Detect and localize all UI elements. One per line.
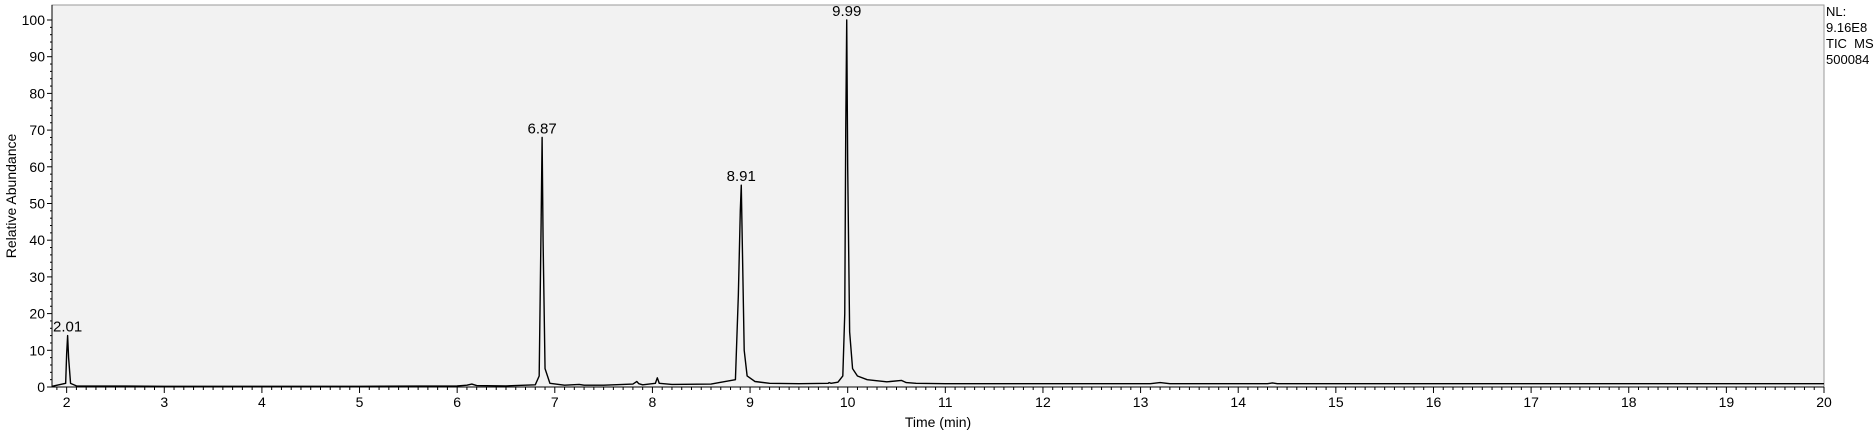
x-tick-label: 7 <box>551 394 559 410</box>
y-tick-label: 60 <box>29 159 45 175</box>
y-tick-label: 0 <box>37 379 45 395</box>
peak-label: 6.87 <box>528 120 557 137</box>
x-tick-label: 20 <box>1816 394 1832 410</box>
x-tick-label: 13 <box>1133 394 1149 410</box>
peak-label: 2.01 <box>53 319 82 336</box>
x-axis: 2 3 4 5 6 7 8 9 10 11 12 13 14 15 16 17 18 19 20 <box>52 386 1832 410</box>
series-line <box>51 19 1824 387</box>
info-line-file: 500084 <box>1826 52 1869 67</box>
x-tick-label: 11 <box>938 394 953 410</box>
x-tick-label: 3 <box>160 394 168 410</box>
y-tick-label: 100 <box>22 12 46 28</box>
info-line-scan: TIC MS <box>1826 36 1874 51</box>
y-tick-label: 90 <box>29 49 45 65</box>
y-tick-label: 30 <box>29 269 45 285</box>
peak-label: 9.99 <box>832 3 861 20</box>
x-tick-label: 12 <box>1035 394 1051 410</box>
x-tick-label: 10 <box>840 394 856 410</box>
peak-label: 8.91 <box>727 168 756 185</box>
y-tick-label: 40 <box>29 232 45 248</box>
y-axis: 0 10 20 30 40 50 60 70 80 90 100 <box>22 5 53 395</box>
y-axis-title: Relative Abundance <box>3 134 19 259</box>
plot-background <box>51 4 1825 388</box>
info-block: NL: 9.16E8 TIC MS 500084 <box>1826 4 1874 67</box>
x-tick-label: 8 <box>649 394 657 410</box>
x-tick-label: 9 <box>746 394 754 410</box>
x-tick-label: 4 <box>258 394 266 410</box>
y-tick-label: 10 <box>29 342 45 358</box>
x-tick-label: 14 <box>1230 394 1246 410</box>
x-tick-label: 2 <box>63 394 71 410</box>
x-tick-label: 17 <box>1523 394 1539 410</box>
info-line-value: 9.16E8 <box>1826 20 1867 35</box>
y-tick-label: 70 <box>29 122 45 138</box>
x-tick-label: 16 <box>1426 394 1442 410</box>
x-axis-title: Time (min) <box>905 414 971 430</box>
y-tick-label: 50 <box>29 196 45 212</box>
x-tick-label: 18 <box>1621 394 1637 410</box>
info-line-nl: NL: <box>1826 4 1846 19</box>
x-tick-label: 5 <box>356 394 364 410</box>
x-tick-label: 19 <box>1719 394 1735 410</box>
peak-labels: 2.01 6.87 8.91 9.99 <box>53 3 861 336</box>
y-tick-label: 80 <box>29 85 45 101</box>
y-tick-label: 20 <box>29 306 45 322</box>
x-tick-label: 6 <box>453 394 461 410</box>
x-tick-label: 15 <box>1328 394 1344 410</box>
